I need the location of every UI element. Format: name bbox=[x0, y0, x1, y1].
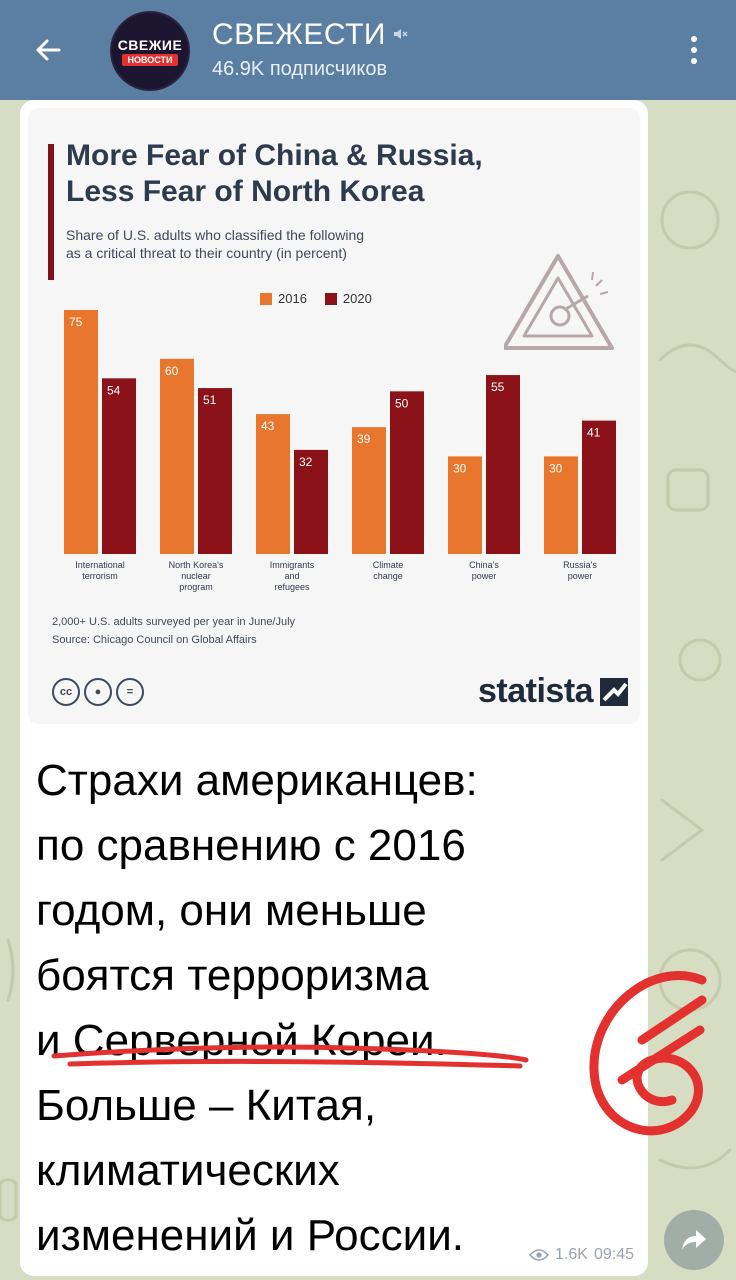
bar-2020-4 bbox=[486, 375, 520, 554]
category-label: refugees bbox=[274, 582, 310, 592]
post-text-line: и Серверной Кореи. bbox=[36, 1016, 447, 1065]
post-image[interactable]: More Fear of China & Russia, Less Fear o… bbox=[28, 108, 640, 724]
eye-icon bbox=[529, 1249, 550, 1261]
chart-legend: 2016 2020 bbox=[260, 291, 372, 306]
bar-2020-1 bbox=[198, 388, 232, 554]
legend-item-2020: 2020 bbox=[324, 291, 372, 306]
bar-value-label: 30 bbox=[549, 461, 563, 475]
nd-equals-icon: = bbox=[116, 678, 144, 706]
bar-2020-5 bbox=[582, 420, 616, 554]
bar-value-label: 50 bbox=[395, 396, 409, 410]
bar-value-label: 30 bbox=[453, 461, 467, 475]
post-text-line: климатических bbox=[36, 1146, 340, 1195]
category-label: and bbox=[284, 571, 299, 581]
bar-2020-2 bbox=[294, 449, 328, 554]
bar-2020-0 bbox=[102, 378, 136, 554]
by-person-icon: ● bbox=[84, 678, 112, 706]
category-label: terrorism bbox=[82, 571, 118, 581]
bar-value-label: 43 bbox=[261, 419, 275, 433]
category-label: Immigrants bbox=[270, 560, 315, 570]
bar-value-label: 75 bbox=[69, 315, 83, 329]
category-label: Russia's bbox=[563, 560, 597, 570]
subscriber-count: 46.9K подписчиков bbox=[212, 58, 388, 80]
category-label: change bbox=[373, 571, 403, 581]
bar-value-label: 55 bbox=[491, 380, 505, 394]
post-text-line: изменений и России. bbox=[36, 1211, 464, 1260]
legend-item-2016: 2016 bbox=[260, 291, 307, 306]
share-button[interactable] bbox=[664, 1210, 724, 1270]
bar-2016-5 bbox=[544, 456, 578, 554]
category-label: International bbox=[75, 560, 125, 570]
chart-footnote-source: Source: Chicago Council on Global Affair… bbox=[52, 634, 257, 646]
bar-2016-3 bbox=[352, 427, 386, 554]
legend-swatch-2020 bbox=[324, 292, 337, 305]
post-text-line: боятся терроризма bbox=[36, 951, 429, 1000]
chart-footnote-survey: 2,000+ U.S. adults surveyed per year in … bbox=[52, 616, 296, 628]
channel-name[interactable]: СВЕЖЕСТИ bbox=[212, 18, 386, 51]
share-arrow-icon bbox=[682, 1230, 706, 1250]
cc-icon: cc bbox=[52, 678, 80, 706]
post-meta: 1.6K 09:45 bbox=[529, 1246, 634, 1264]
category-label: program bbox=[179, 582, 213, 592]
statista-logo-icon bbox=[600, 678, 628, 706]
category-label: power bbox=[568, 571, 593, 581]
category-label: Climate bbox=[373, 560, 404, 570]
post-text-line: Больше – Китая, bbox=[36, 1081, 377, 1130]
post-time: 09:45 bbox=[593, 1246, 634, 1263]
post-text-line: годом, они меньше bbox=[36, 886, 427, 935]
legend-swatch-2016 bbox=[260, 292, 272, 305]
red-underline-annotation bbox=[51, 1044, 529, 1069]
bar-value-label: 41 bbox=[587, 426, 601, 440]
category-label: China's bbox=[469, 560, 499, 570]
avatar-text-bottom: НОВОСТИ bbox=[122, 53, 178, 66]
bar-value-label: 32 bbox=[299, 455, 313, 469]
bar-2016-1 bbox=[160, 358, 194, 554]
bar-value-label: 39 bbox=[357, 432, 371, 446]
post-text-line: по сравнению с 2016 bbox=[36, 821, 466, 870]
back-arrow-icon bbox=[36, 39, 61, 61]
license-icons: cc ● = bbox=[52, 678, 144, 706]
warning-triangle-icon bbox=[504, 254, 614, 350]
bar-value-label: 54 bbox=[107, 383, 121, 397]
category-label: nuclear bbox=[181, 571, 211, 581]
bar-2016-0 bbox=[64, 310, 98, 554]
channel-header: СВЕЖИЕ НОВОСТИ СВЕЖЕСТИ 46.9K подписчико… bbox=[0, 0, 736, 100]
bar-value-label: 51 bbox=[203, 393, 217, 407]
category-label: North Korea's bbox=[169, 560, 224, 570]
chart-subtitle: Share of U.S. adults who classified the … bbox=[66, 227, 365, 261]
title-accent-bar bbox=[48, 144, 54, 280]
statista-brand: statista bbox=[478, 672, 594, 710]
channel-avatar[interactable]: СВЕЖИЕ НОВОСТИ bbox=[110, 11, 190, 91]
bar-2020-3 bbox=[390, 391, 424, 554]
bar-2016-2 bbox=[256, 414, 290, 554]
bar-2016-4 bbox=[448, 456, 482, 554]
more-vert-icon bbox=[691, 36, 697, 42]
red-scribble-annotation bbox=[589, 971, 707, 1136]
more-menu-button[interactable] bbox=[676, 28, 712, 72]
category-label: power bbox=[472, 571, 497, 581]
avatar-text-top: СВЕЖИЕ bbox=[117, 36, 183, 53]
post-text-line: Страхи американцев: bbox=[36, 756, 478, 805]
back-button[interactable] bbox=[22, 24, 74, 76]
message-bubble: More Fear of China & Russia, Less Fear o… bbox=[20, 100, 648, 1276]
mute-icon bbox=[394, 29, 408, 39]
bar-value-label: 60 bbox=[165, 364, 179, 378]
view-count: 1.6K bbox=[555, 1246, 588, 1263]
post-text: Страхи американцев: по сравнению с 2016 … bbox=[36, 748, 632, 1268]
chart-title: More Fear of China & Russia, Less Fear o… bbox=[66, 139, 483, 208]
